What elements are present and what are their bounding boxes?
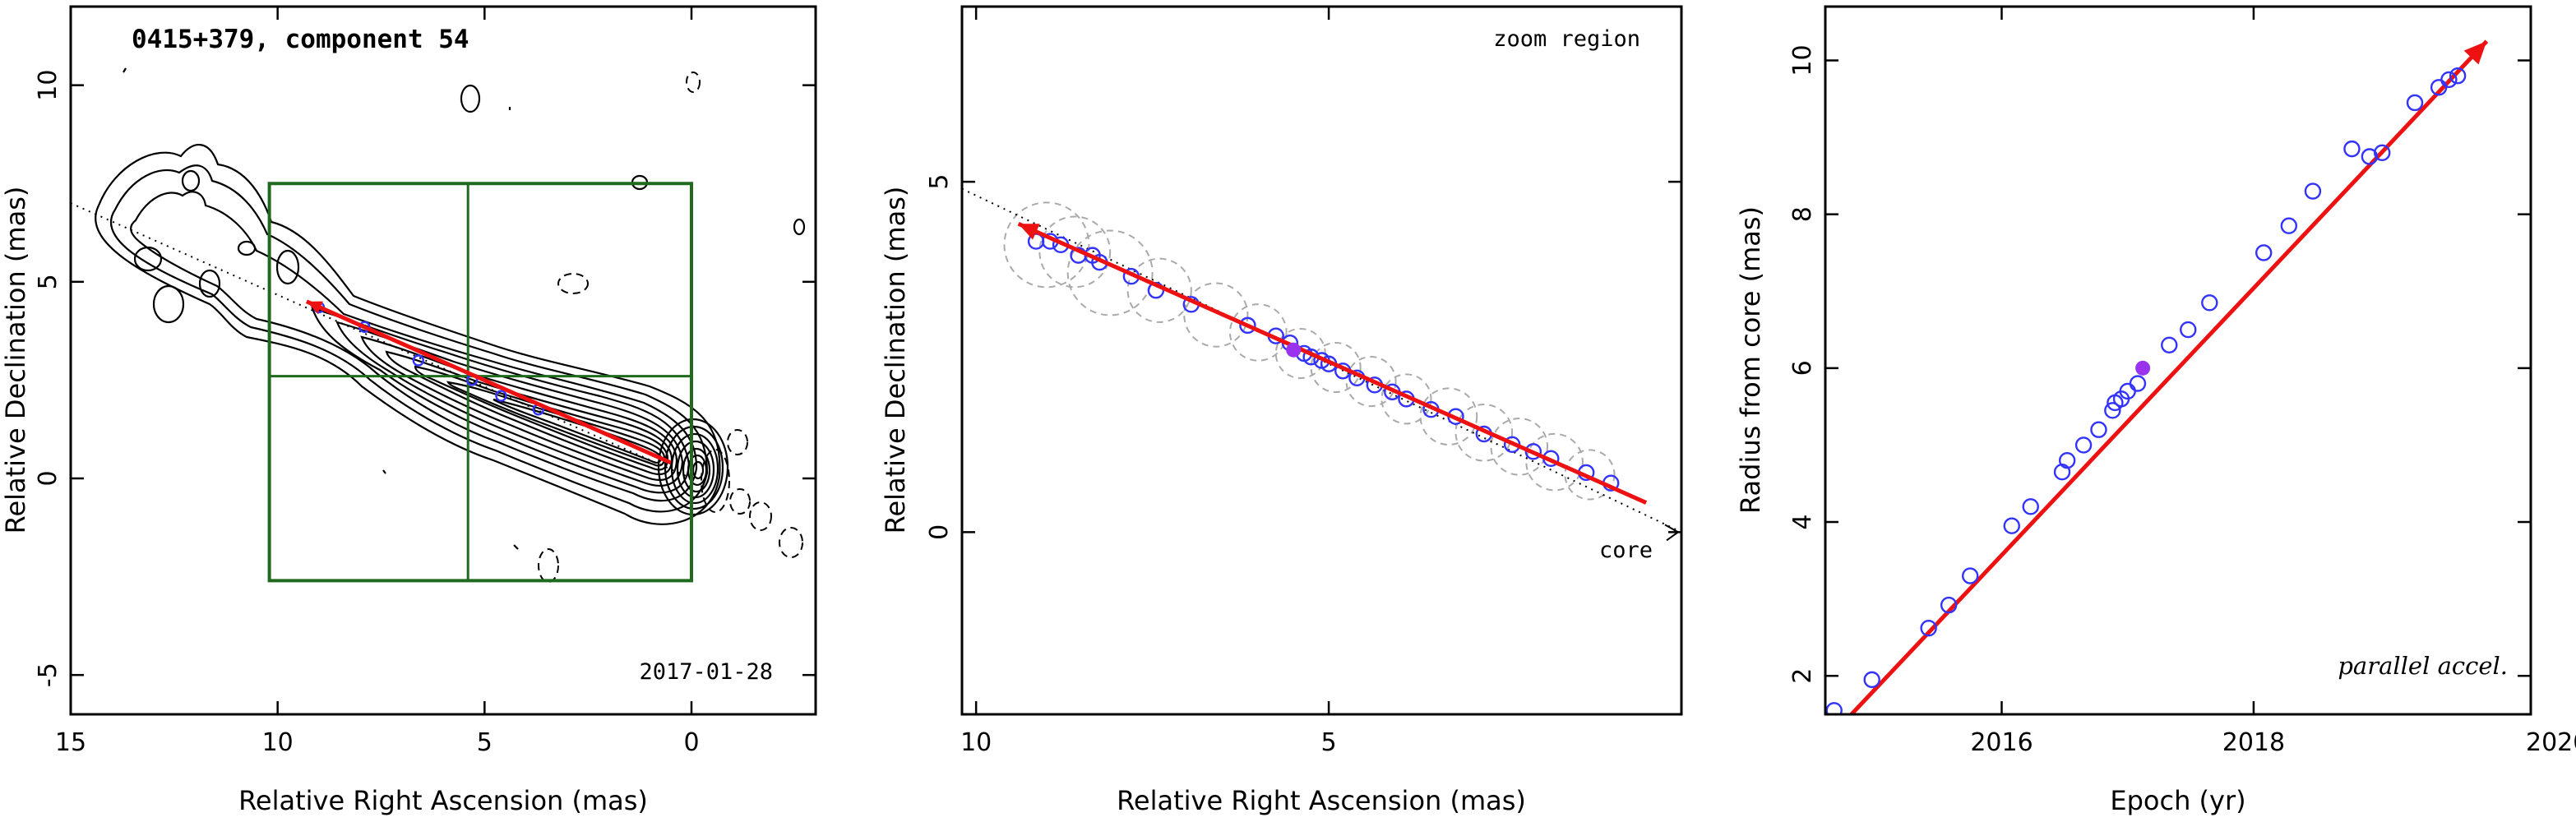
- panel3-ticks: 2016 2018 2 4 6 8 10 2020: [1788, 7, 2576, 757]
- panel1-ylabel: Relative Declination (mas): [0, 187, 31, 534]
- radius-marker: [1961, 567, 1979, 584]
- panel2-zoom-region-label: zoom region: [1493, 26, 1640, 52]
- ghost-component: [1228, 303, 1288, 362]
- radius-marker: [1825, 702, 1843, 714]
- panel2-core-label: core: [1599, 538, 1653, 563]
- radius-marker: [2304, 182, 2322, 200]
- panel2-xtick-label: 10: [960, 728, 992, 757]
- radius-marker: [2343, 140, 2361, 158]
- radius-marker: [2058, 451, 2076, 469]
- radius-marker: [1940, 596, 1958, 614]
- panel2-ticks: 10 5 0 5: [925, 7, 1681, 757]
- ghost-component: [1345, 356, 1397, 408]
- panel1-ytick-label: 10: [34, 70, 62, 101]
- panel3-xtick-label-edge: 2020: [2526, 728, 2576, 757]
- fit-arrow-head: [306, 301, 323, 314]
- ghost-component: [1454, 403, 1514, 462]
- panel1-title: 0415+379, component 54: [132, 25, 469, 54]
- component-marker: [412, 354, 424, 367]
- negative-contours: [538, 72, 803, 583]
- panel3-ytick-label: 2: [1788, 668, 1817, 684]
- panel3-xtick-label: 2018: [2222, 728, 2285, 757]
- panel1-ytick-label: 5: [34, 274, 62, 289]
- panel-zoom-region: 10 5 0 5 zoom region core Relative Right As…: [880, 5, 1683, 816]
- panel2-xlabel: Relative Right Ascension (mas): [1117, 785, 1526, 816]
- ghost-component: [1419, 387, 1478, 446]
- radius-marker: [2440, 71, 2458, 89]
- radius-marker: [2255, 244, 2273, 261]
- fit-arrow: [1017, 221, 1648, 505]
- panel3-xtick-label: 2016: [1970, 728, 2033, 757]
- fit-arrow-head: [1018, 224, 1040, 240]
- radius-marker: [2180, 321, 2197, 339]
- panel1-xlabel: Relative Right Ascension (mas): [238, 785, 648, 816]
- radius-marker: [1863, 671, 1880, 689]
- panel-contour-map: 15 10 5 0 -5 0 5 10 0415+379, component 54 2017…: [0, 5, 817, 816]
- ghost-component: [1310, 342, 1362, 394]
- ghost-component: [1066, 229, 1154, 316]
- panel2-plot-area: [962, 187, 1681, 542]
- panel3-annotation: parallel accel.: [2338, 652, 2508, 680]
- radius-marker: [2406, 94, 2424, 112]
- panel3-ytick-label: 6: [1788, 360, 1817, 376]
- panel3-ytick-label: 10: [1788, 44, 1817, 76]
- zoom-box: [267, 182, 694, 583]
- panel2-frame: [960, 5, 1683, 716]
- panel3-plot-area: [1825, 39, 2489, 714]
- ghost-component: [1564, 449, 1616, 501]
- component-marker: [1239, 316, 1256, 335]
- panel1-overlays: [71, 182, 694, 583]
- radius-marker: [2201, 294, 2218, 312]
- radius-marker: [2161, 336, 2178, 353]
- fit-arrow: [305, 299, 672, 465]
- panel-radius-vs-epoch: 2016 2018 2 4 6 8 10 2020 parallel accel. Epoch…: [1735, 5, 2576, 816]
- ghost-component: [1003, 201, 1090, 289]
- panel1-xtick-label: 10: [262, 728, 294, 757]
- panel3-xlabel: Epoch (yr): [2110, 785, 2245, 816]
- trajectory-dotted-line: [71, 202, 692, 479]
- panel1-xtick-label: 0: [683, 728, 699, 757]
- panel3-frame: [1824, 5, 2532, 716]
- ghost-component: [1490, 418, 1549, 476]
- radius-marker: [1920, 619, 1937, 637]
- radius-marker: [2104, 402, 2121, 419]
- panel1-ticks: 15 10 5 0 -5 0 5 10: [34, 7, 816, 757]
- radius-marker: [2280, 217, 2298, 234]
- radius-marker: [2449, 67, 2467, 85]
- panel3-ylabel: Radius from core (mas): [1735, 206, 1766, 514]
- panel1-frame: [69, 5, 817, 716]
- panel3-ytick-label: 8: [1788, 206, 1817, 222]
- panel2-xtick-label: 5: [1321, 728, 1337, 757]
- panel3-ytick-label: 4: [1788, 514, 1817, 529]
- ghost-component: [1525, 432, 1584, 492]
- panel2-ylabel: Relative Declination (mas): [880, 187, 911, 534]
- ghost-component: [1126, 257, 1192, 323]
- contour-map: [71, 67, 806, 583]
- panel1-date-label: 2017-01-28: [639, 659, 773, 685]
- panel1-ytick-label: 0: [34, 470, 62, 486]
- trajectory-dotted-line: [962, 187, 1681, 533]
- radius-marker: [2374, 144, 2391, 162]
- ghost-component: [1380, 373, 1432, 425]
- panel1-xtick-label: 15: [55, 728, 86, 757]
- radius-marker: [2022, 498, 2039, 515]
- fit-arrow: [1848, 39, 2489, 714]
- radius-marker: [2074, 436, 2093, 454]
- fit-arrow-head: [2463, 41, 2487, 65]
- outer-jet-contours: [95, 143, 721, 525]
- radius-marker: [2003, 517, 2020, 534]
- highlight-marker: [1286, 342, 1302, 358]
- ghost-component: [1183, 282, 1249, 348]
- ghost-component: [1038, 215, 1112, 289]
- radius-marker: [2090, 421, 2107, 438]
- panel2-ytick-label: 5: [925, 174, 954, 190]
- component-marker: [495, 390, 507, 402]
- panel1-ytick-label: -5: [34, 663, 62, 687]
- component-marker: [1524, 443, 1542, 460]
- panel2-ytick-label: 0: [925, 524, 954, 540]
- panel1-xtick-label: 5: [477, 728, 493, 757]
- radius-marker: [2129, 375, 2147, 392]
- highlight-marker: [2135, 360, 2151, 376]
